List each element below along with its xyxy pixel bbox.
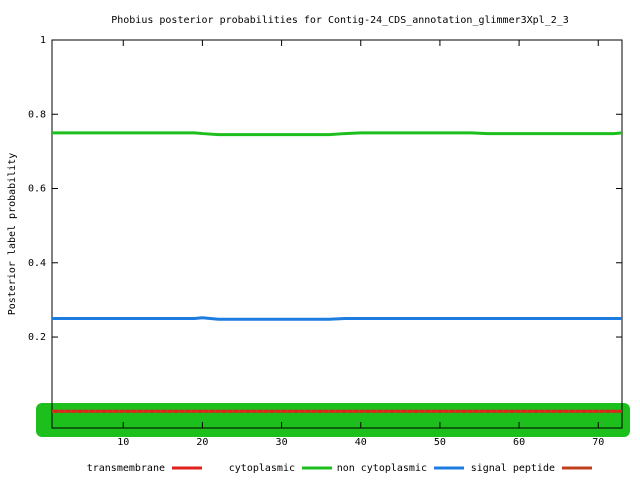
topology-band	[36, 403, 630, 437]
x-tick-label: 20	[196, 437, 208, 448]
series-line	[52, 131, 623, 137]
chart-title: Phobius posterior probabilities for Cont…	[111, 15, 569, 26]
legend-label: transmembrane	[87, 463, 165, 474]
y-tick-label: 0.6	[28, 184, 46, 195]
x-tick-label: 60	[513, 437, 525, 448]
y-tick-label: 0.4	[28, 258, 46, 269]
legend-label: non cytoplasmic	[337, 463, 427, 474]
legend-label: signal peptide	[471, 463, 555, 474]
y-tick-label: 0.2	[28, 332, 46, 343]
x-tick-label: 50	[434, 437, 446, 448]
legend-label: cytoplasmic	[229, 463, 295, 474]
x-tick-label: 70	[592, 437, 604, 448]
x-tick-label: 30	[276, 437, 288, 448]
y-tick-label: 1	[40, 35, 46, 46]
series-line	[52, 316, 622, 321]
y-tick-label: 0.8	[28, 109, 46, 120]
plot-frame	[51, 39, 623, 429]
x-tick-label: 40	[355, 437, 367, 448]
x-tick-label: 10	[117, 437, 129, 448]
y-axis-label: Posterior label probability	[7, 153, 18, 316]
